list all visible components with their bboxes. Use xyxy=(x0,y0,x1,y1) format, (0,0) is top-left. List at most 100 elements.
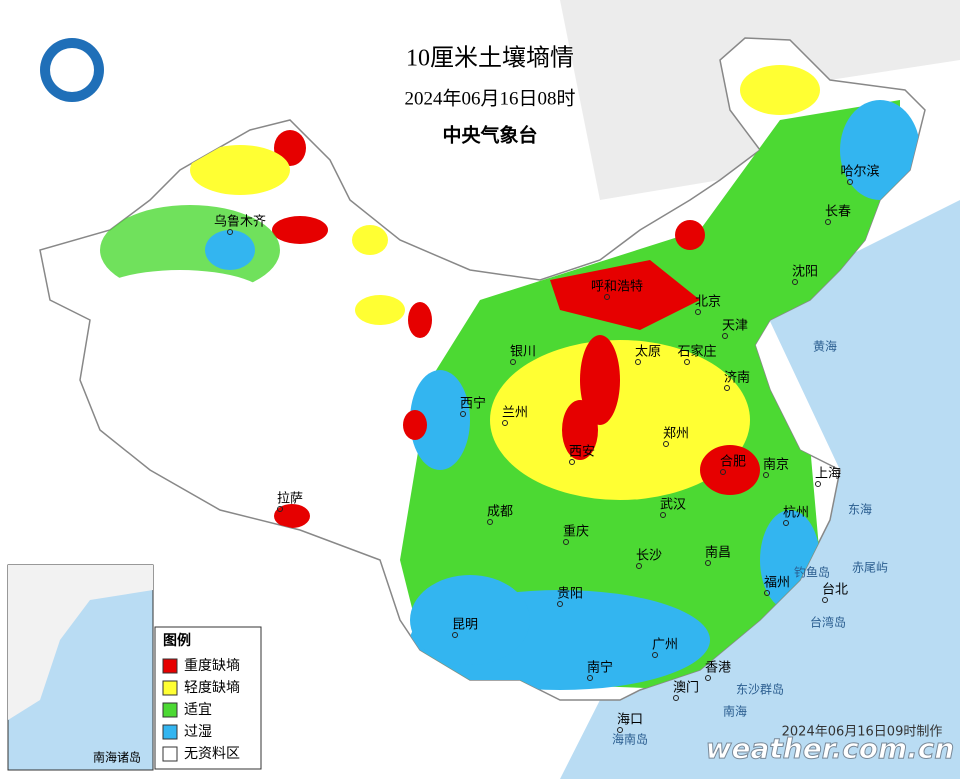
legend-label: 轻度缺墒 xyxy=(184,680,240,696)
date: 2024年06月16日08时 xyxy=(404,87,575,109)
city-dot xyxy=(695,309,701,315)
legend-swatch xyxy=(162,658,178,674)
area-no-data xyxy=(90,270,270,330)
city-label: 海口 xyxy=(617,713,643,728)
legend-swatch xyxy=(162,702,178,718)
city-label: 兰州 xyxy=(502,406,528,421)
sea-label: 钓鱼岛 xyxy=(794,565,830,580)
sea-label: 台湾岛 xyxy=(810,615,846,630)
city-dot xyxy=(227,229,233,235)
city-label: 太原 xyxy=(635,345,661,360)
legend-label: 适宜 xyxy=(184,702,212,718)
city-label: 昆明 xyxy=(452,618,478,633)
city-label: 哈尔滨 xyxy=(840,164,879,180)
legend-label: 过湿 xyxy=(184,724,212,740)
city-label: 南昌 xyxy=(705,545,731,561)
sea-label: 海南岛 xyxy=(612,732,648,747)
area-severe-drought xyxy=(675,220,705,250)
city-label: 香港 xyxy=(705,661,731,676)
city-dot xyxy=(663,441,669,447)
city-label: 福州 xyxy=(764,576,790,591)
city-dot xyxy=(636,563,642,569)
area-severe-drought xyxy=(408,302,432,338)
sea-label: 东海 xyxy=(848,502,872,517)
legend-swatch xyxy=(162,746,178,762)
area-wet xyxy=(840,100,920,200)
city-label: 石家庄 xyxy=(677,344,716,360)
city-label: 长沙 xyxy=(636,549,662,564)
city-label: 银川 xyxy=(510,345,536,360)
city-label: 济南 xyxy=(724,370,750,386)
area-light-drought xyxy=(352,225,388,255)
city-dot xyxy=(705,675,711,681)
city-label: 武汉 xyxy=(660,498,686,513)
city-dot xyxy=(825,219,831,225)
area-severe-drought xyxy=(272,216,328,244)
city-label: 上海 xyxy=(815,467,841,482)
city-label: 乌鲁木齐 xyxy=(214,214,266,230)
city-dot xyxy=(604,294,610,300)
city-label: 南京 xyxy=(763,457,789,473)
legend-swatch xyxy=(162,680,178,696)
agency: 中央气象台 xyxy=(442,124,537,147)
area-light-drought xyxy=(190,145,290,195)
city-dot xyxy=(722,333,728,339)
city-label: 贵阳 xyxy=(557,587,583,602)
city-label: 拉萨 xyxy=(277,492,303,507)
legend-label: 无资料区 xyxy=(184,746,240,762)
city-dot xyxy=(684,359,690,365)
city-label: 成都 xyxy=(487,505,513,520)
city-dot xyxy=(792,279,798,285)
city-label: 天津 xyxy=(722,319,748,334)
city-dot xyxy=(563,539,569,545)
city-label: 澳门 xyxy=(673,680,699,696)
sea-label: 南海 xyxy=(723,704,747,719)
city-label: 广州 xyxy=(652,638,678,653)
city-dot xyxy=(635,359,641,365)
area-severe-drought xyxy=(580,335,620,425)
area-severe-drought xyxy=(562,400,598,460)
city-dot xyxy=(705,560,711,566)
city-dot xyxy=(673,695,679,701)
city-label: 合肥 xyxy=(720,455,746,470)
city-dot xyxy=(487,519,493,525)
city-label: 郑州 xyxy=(663,427,689,442)
city-label: 呼和浩特 xyxy=(591,280,643,295)
area-light-drought xyxy=(490,340,750,500)
legend-label: 重度缺墒 xyxy=(184,658,240,674)
sea-label: 黄海 xyxy=(813,339,837,354)
city-dot xyxy=(724,385,730,391)
city-label: 南宁 xyxy=(587,660,613,676)
inset-label: 南海诸岛 xyxy=(93,750,141,765)
sea xyxy=(560,200,960,779)
city-dot xyxy=(822,597,828,603)
city-dot xyxy=(652,652,658,658)
inset-land xyxy=(8,565,153,720)
city-dot xyxy=(764,590,770,596)
area-wet xyxy=(205,230,255,270)
city-dot xyxy=(763,472,769,478)
title: 10厘米土壤墒情 xyxy=(406,45,574,72)
city-dot xyxy=(502,420,508,426)
legend-frame xyxy=(154,626,262,770)
city-dot xyxy=(720,469,726,475)
neighbor-land xyxy=(560,0,960,200)
legend-swatch xyxy=(162,724,178,740)
city-dot xyxy=(569,459,575,465)
city-label: 台北 xyxy=(822,583,848,598)
production-note: 2024年06月16日09时制作 xyxy=(782,725,943,740)
legend-title: 图例 xyxy=(163,632,191,649)
city-label: 西安 xyxy=(569,445,595,460)
city-dot xyxy=(452,632,458,638)
city-dot xyxy=(847,179,853,185)
city-dot xyxy=(510,359,516,365)
watermark: weather.com.cn xyxy=(706,732,955,765)
sea-label: 赤尾屿 xyxy=(852,561,888,575)
area-light-drought xyxy=(740,65,820,115)
city-dot xyxy=(783,520,789,526)
city-dot xyxy=(460,411,466,417)
city-label: 沈阳 xyxy=(792,265,818,280)
city-label: 杭州 xyxy=(783,506,809,521)
